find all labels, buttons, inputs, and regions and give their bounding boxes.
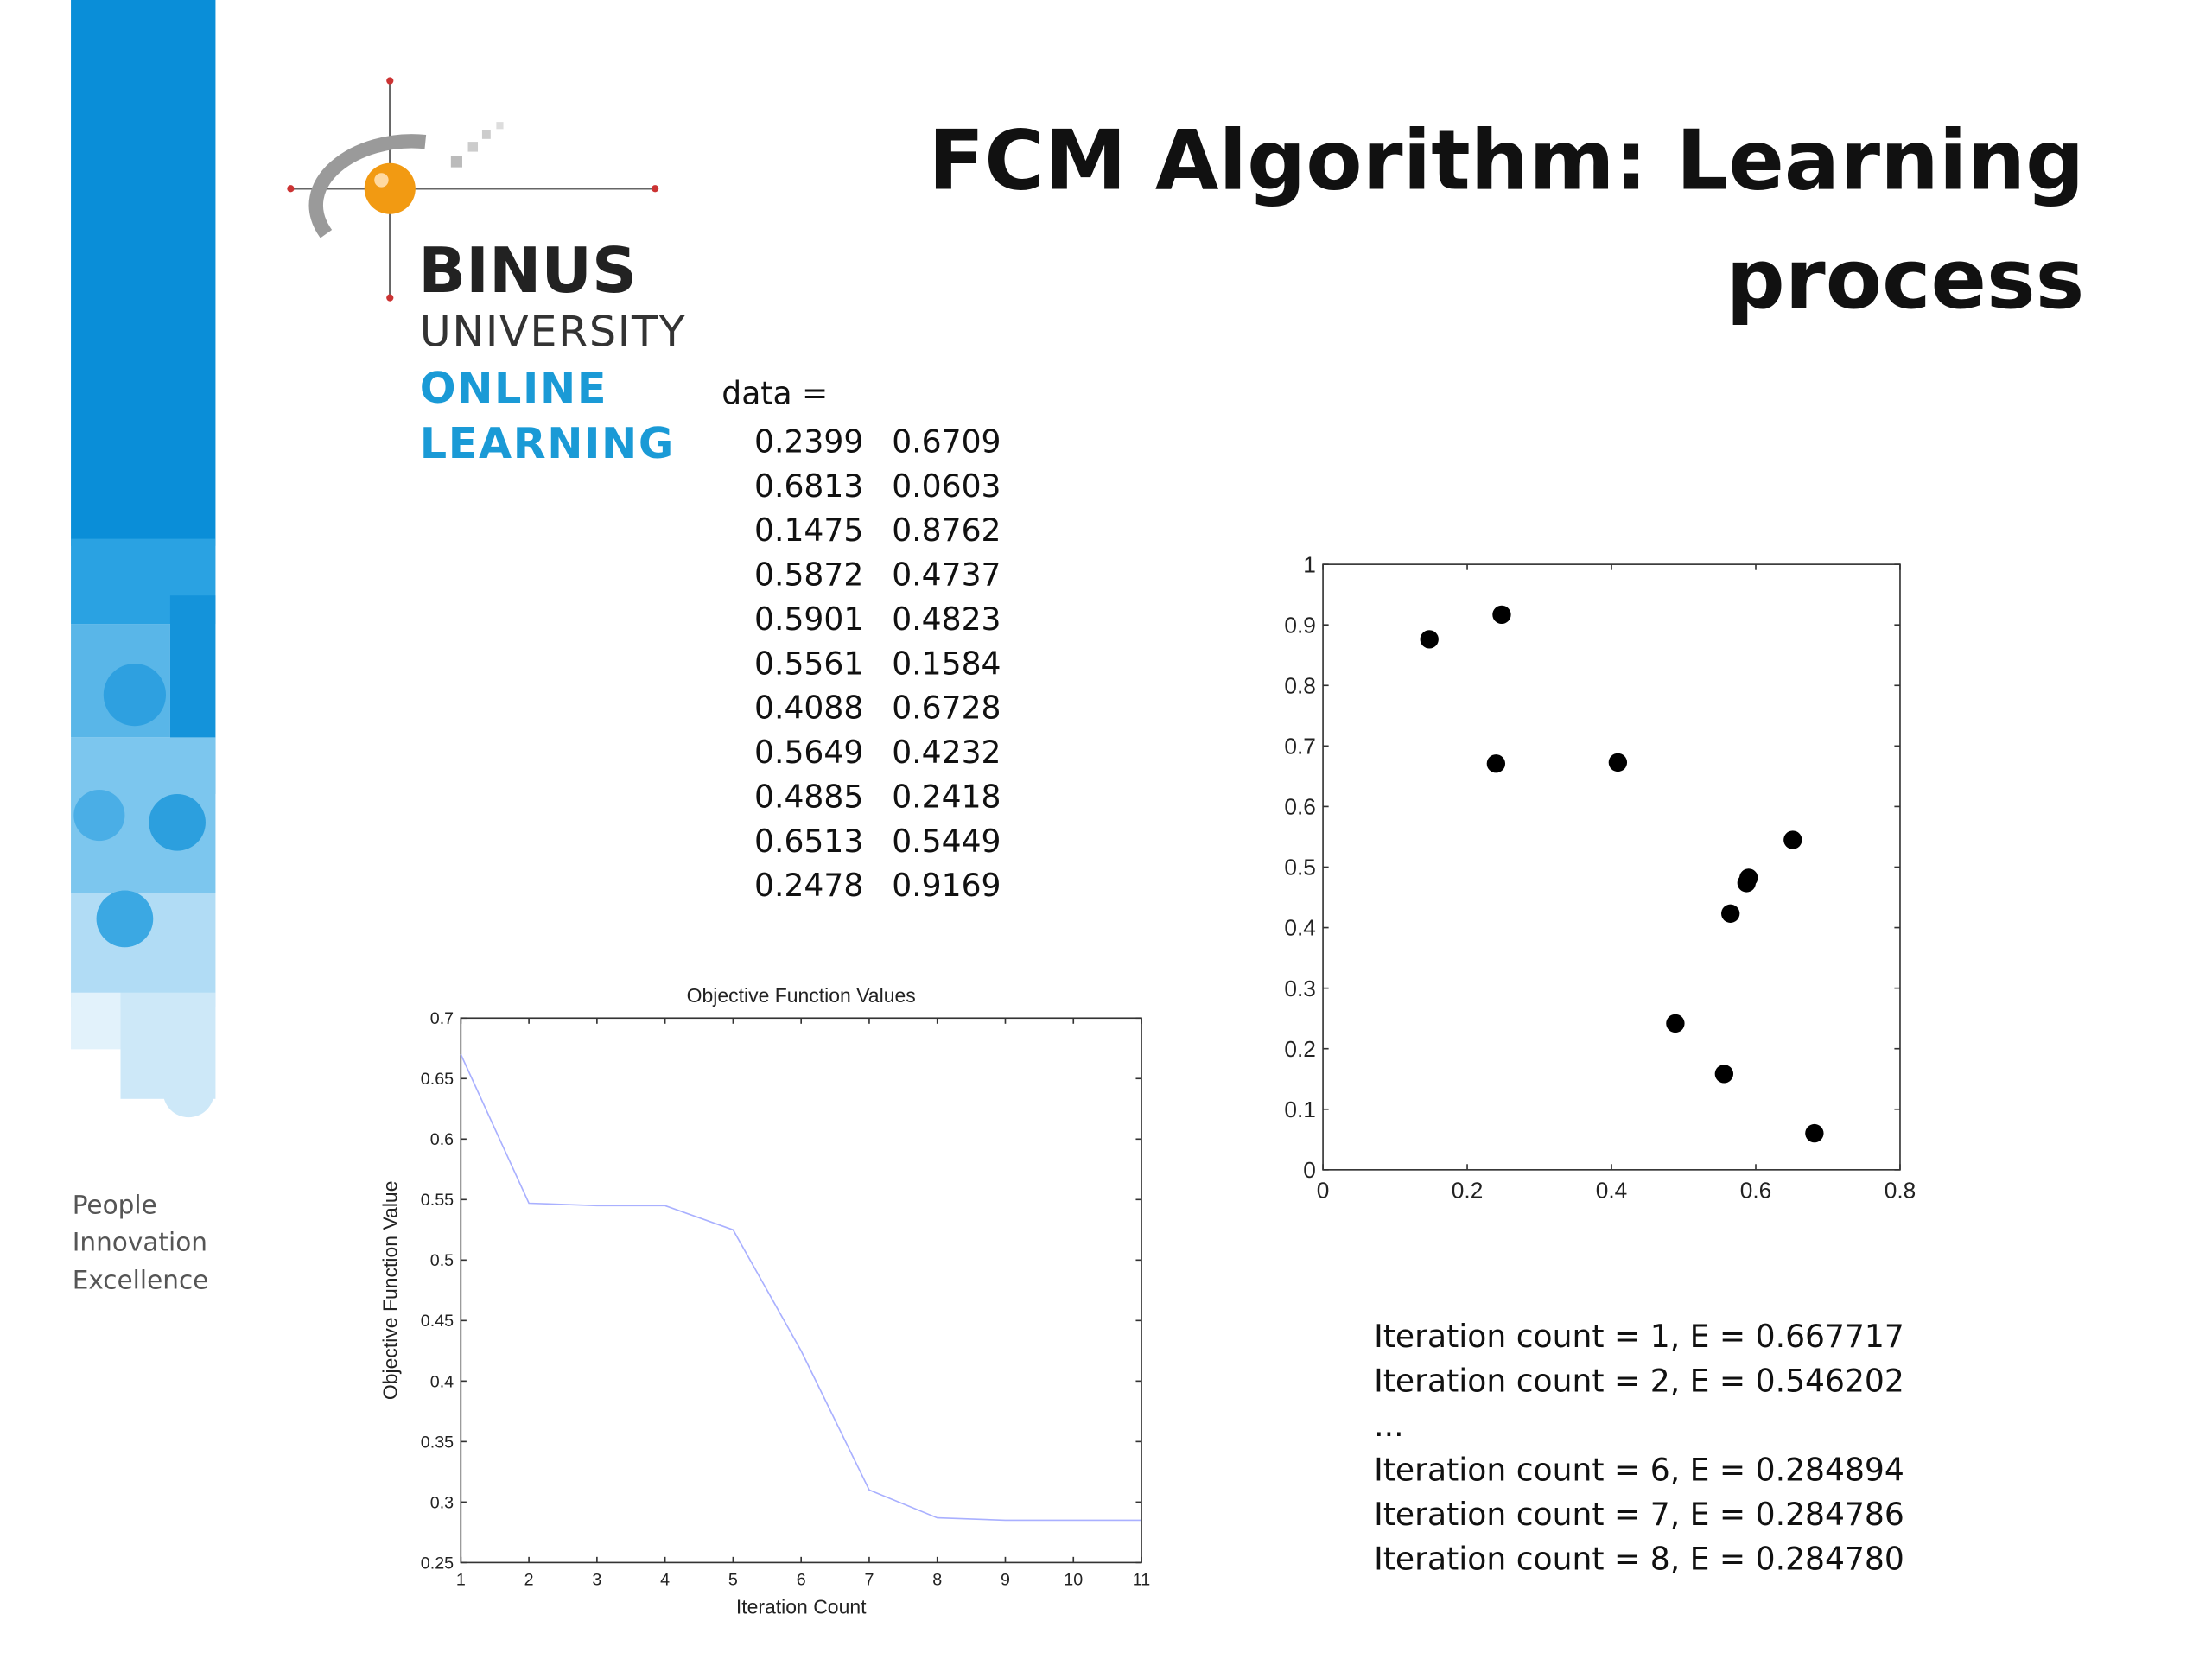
y-tick-label: 0.65 bbox=[421, 1070, 454, 1089]
x-tick-label: 0.6 bbox=[1740, 1178, 1772, 1204]
y-tick-label: 0.5 bbox=[430, 1251, 454, 1270]
x-tick-label: 11 bbox=[1133, 1571, 1150, 1590]
data-cell: 0.6813 bbox=[754, 467, 863, 505]
x-tick-label: 3 bbox=[592, 1571, 601, 1590]
y-tick-label: 0.2 bbox=[1284, 1036, 1316, 1062]
log-line: ... bbox=[1374, 1407, 1403, 1444]
scatter-point bbox=[1805, 1123, 1824, 1143]
y-tick-label: 0.55 bbox=[421, 1191, 454, 1210]
data-cell: 0.5561 bbox=[754, 645, 863, 682]
x-tick-label: 6 bbox=[797, 1571, 806, 1590]
logo-name: BINUS bbox=[418, 235, 637, 308]
scatter-point bbox=[1739, 868, 1758, 887]
data-listing: 0.2399 0.6709 0.6813 0.0603 0.1475 0.8762 0.58… bbox=[754, 423, 1001, 904]
x-axis-label: Iteration Count bbox=[736, 1595, 867, 1618]
slide-title: FCM Algorithm: Learning bbox=[928, 113, 2084, 208]
y-tick-label: 0.25 bbox=[421, 1554, 454, 1573]
log-line: Iteration count = 7, E = 0.284786 bbox=[1374, 1496, 1904, 1533]
logo-line: LEARNING bbox=[420, 418, 675, 468]
scatter-point bbox=[1420, 630, 1439, 649]
y-tick-label: 0.45 bbox=[421, 1312, 454, 1331]
y-tick-label: 0 bbox=[1303, 1157, 1316, 1183]
data-cell: 0.5649 bbox=[754, 734, 863, 771]
data-cell: 0.2478 bbox=[754, 867, 863, 904]
x-tick-label: 8 bbox=[932, 1571, 942, 1590]
x-tick-label: 10 bbox=[1064, 1571, 1083, 1590]
y-tick-label: 0.1 bbox=[1284, 1096, 1316, 1122]
data-cell: 0.2418 bbox=[892, 778, 1001, 815]
chart-title: Objective Function Values bbox=[687, 984, 916, 1007]
logo-graphic bbox=[287, 77, 659, 302]
data-cell: 0.5901 bbox=[754, 601, 863, 638]
log-line: Iteration count = 8, E = 0.284780 bbox=[1374, 1541, 1904, 1578]
line-series bbox=[460, 1053, 1142, 1522]
x-tick-label: 0.8 bbox=[1885, 1178, 1916, 1204]
y-tick-label: 0.35 bbox=[421, 1433, 454, 1452]
scatter-point bbox=[1608, 753, 1628, 772]
y-axis-label: Objective Function Value bbox=[378, 1181, 401, 1401]
x-tick-label: 4 bbox=[660, 1571, 670, 1590]
tagline: Innovation bbox=[73, 1227, 207, 1256]
x-tick-label: 0.4 bbox=[1596, 1178, 1628, 1204]
plot-frame bbox=[460, 1017, 1142, 1564]
y-tick-label: 0.6 bbox=[430, 1130, 454, 1149]
x-tick-label: 1 bbox=[456, 1571, 466, 1590]
y-tick-label: 0.3 bbox=[430, 1493, 454, 1512]
data-cell: 0.4885 bbox=[754, 778, 863, 815]
data-cell: 0.4088 bbox=[754, 690, 863, 727]
y-tick-label: 1 bbox=[1303, 551, 1316, 577]
x-tick-label: 0 bbox=[1317, 1178, 1330, 1204]
data-cell: 0.5872 bbox=[754, 556, 863, 594]
x-tick-label: 0.2 bbox=[1452, 1178, 1484, 1204]
x-tick-label: 2 bbox=[524, 1571, 534, 1590]
y-tick-label: 0.9 bbox=[1284, 612, 1316, 638]
y-tick-label: 0.5 bbox=[1284, 855, 1316, 880]
scatter-point bbox=[1714, 1065, 1734, 1084]
data-cell: 0.6709 bbox=[892, 423, 1001, 460]
scatter-point bbox=[1783, 830, 1802, 849]
x-tick-label: 5 bbox=[728, 1571, 738, 1590]
data-cell: 0.4823 bbox=[892, 601, 1001, 638]
scatter-point bbox=[1486, 754, 1506, 773]
y-tick-label: 0.7 bbox=[430, 1009, 454, 1028]
data-cell: 0.6513 bbox=[754, 823, 863, 860]
scatter-point bbox=[1721, 904, 1740, 923]
log-line: Iteration count = 1, E = 0.667717 bbox=[1374, 1318, 1904, 1355]
data-cell: 0.4737 bbox=[892, 556, 1001, 594]
log-line: Iteration count = 2, E = 0.546202 bbox=[1374, 1363, 1904, 1400]
data-cell: 0.0603 bbox=[892, 467, 1001, 505]
slide-title: process bbox=[1726, 232, 2085, 327]
data-cell: 0.4232 bbox=[892, 734, 1001, 771]
y-tick-label: 0.4 bbox=[430, 1372, 454, 1391]
y-tick-label: 0.4 bbox=[1284, 915, 1316, 941]
plot-frame bbox=[1322, 563, 1901, 1171]
scatter-point bbox=[1492, 605, 1511, 625]
data-cell: 0.1475 bbox=[754, 512, 863, 549]
x-tick-label: 9 bbox=[1001, 1571, 1010, 1590]
y-tick-label: 0.7 bbox=[1284, 734, 1316, 760]
tagline: People bbox=[73, 1191, 157, 1220]
data-cell: 0.6728 bbox=[892, 690, 1001, 727]
y-tick-label: 0.8 bbox=[1284, 672, 1316, 698]
iteration-log: Iteration count = 1, E = 0.667717 Iterati… bbox=[1374, 1318, 1904, 1578]
data-cell: 0.2399 bbox=[754, 423, 863, 460]
y-tick-label: 0.3 bbox=[1284, 976, 1316, 1001]
scatter-point bbox=[1666, 1014, 1685, 1033]
logo-line: UNIVERSITY bbox=[420, 306, 687, 356]
data-cell: 0.9169 bbox=[892, 867, 1001, 904]
charts: 1 2 3 4 5 6 7 8 9 10 110.250.30.350.40.450.50.550.… bbox=[378, 551, 1916, 1618]
y-tick-label: 0.6 bbox=[1284, 794, 1316, 820]
data-cell: 0.1584 bbox=[892, 645, 1001, 682]
logo-line: ONLINE bbox=[420, 363, 607, 413]
data-cell: 0.8762 bbox=[892, 512, 1001, 549]
tagline: Excellence bbox=[73, 1266, 209, 1295]
side-bar bbox=[71, 0, 216, 1118]
log-line: Iteration count = 6, E = 0.284894 bbox=[1374, 1452, 1904, 1489]
data-label: data = bbox=[721, 375, 828, 412]
x-tick-label: 7 bbox=[864, 1571, 874, 1590]
data-cell: 0.5449 bbox=[892, 823, 1001, 860]
